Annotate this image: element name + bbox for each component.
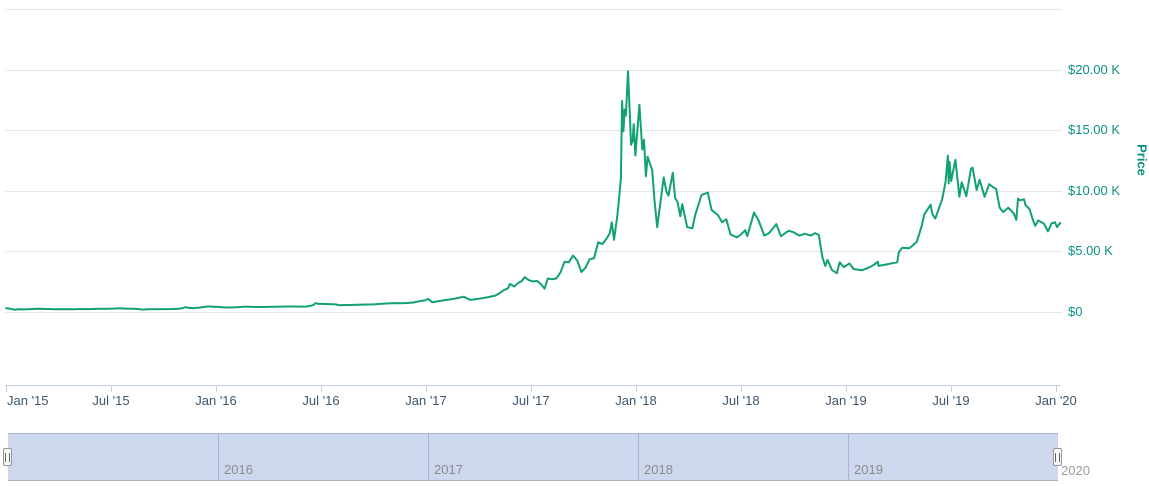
x-axis-label: Jul '17 [512, 393, 550, 408]
x-axis-label: Jul '18 [722, 393, 760, 408]
navigator-year-divider [848, 434, 849, 480]
navigator-range-bar[interactable]: 2016 2017 2018 2019 [8, 433, 1058, 481]
x-axis-label: Jan '19 [825, 393, 867, 408]
x-axis-line [5, 385, 1061, 386]
handle-grip-icon [5, 452, 10, 462]
x-axis-tick [636, 386, 637, 392]
x-axis-label: Jan '20 [1035, 393, 1077, 408]
x-axis-tick [1056, 386, 1057, 392]
x-axis-label: Jul '19 [932, 393, 970, 408]
x-axis-label: Jan '16 [195, 393, 237, 408]
navigator-left-handle[interactable] [3, 448, 12, 466]
handle-grip-icon [1055, 452, 1060, 462]
y-axis-label: $15.00 K [1068, 122, 1121, 138]
x-axis-label: Jul '15 [92, 393, 130, 408]
x-axis-tick [531, 386, 532, 392]
navigator-year-divider [428, 434, 429, 480]
x-axis-label: Jul '16 [302, 393, 340, 408]
x-axis-label: Jan '17 [405, 393, 447, 408]
x-axis-label: Jan '18 [615, 393, 657, 408]
navigator-right-handle[interactable] [1053, 448, 1062, 466]
navigator-year-divider [218, 434, 219, 480]
x-axis-tick [111, 386, 112, 392]
y-axis-title: Price [1134, 144, 1149, 176]
y-axis-label: $20.00 K [1068, 61, 1121, 77]
price-line-series[interactable] [5, 70, 1062, 311]
navigator-year-label: 2017 [434, 462, 463, 477]
y-axis-label: $0 [1068, 304, 1083, 319]
y-axis-label: $5.00 K [1068, 243, 1113, 259]
navigator-year-label: 2016 [224, 462, 253, 477]
navigator-year-divider [638, 434, 639, 480]
x-axis-label: Jan '15 [7, 393, 49, 408]
navigator-after-label: 2020 [1061, 463, 1090, 478]
x-axis-tick [216, 386, 217, 392]
navigator-year-label: 2019 [854, 462, 883, 477]
x-axis-tick [846, 386, 847, 392]
x-axis-tick [6, 386, 7, 392]
x-axis-tick [426, 386, 427, 392]
y-axis-label: $10.00 K [1068, 182, 1121, 198]
x-axis-tick [951, 386, 952, 392]
navigator-year-label: 2018 [644, 462, 673, 477]
x-axis-tick [321, 386, 322, 392]
x-axis-tick [741, 386, 742, 392]
